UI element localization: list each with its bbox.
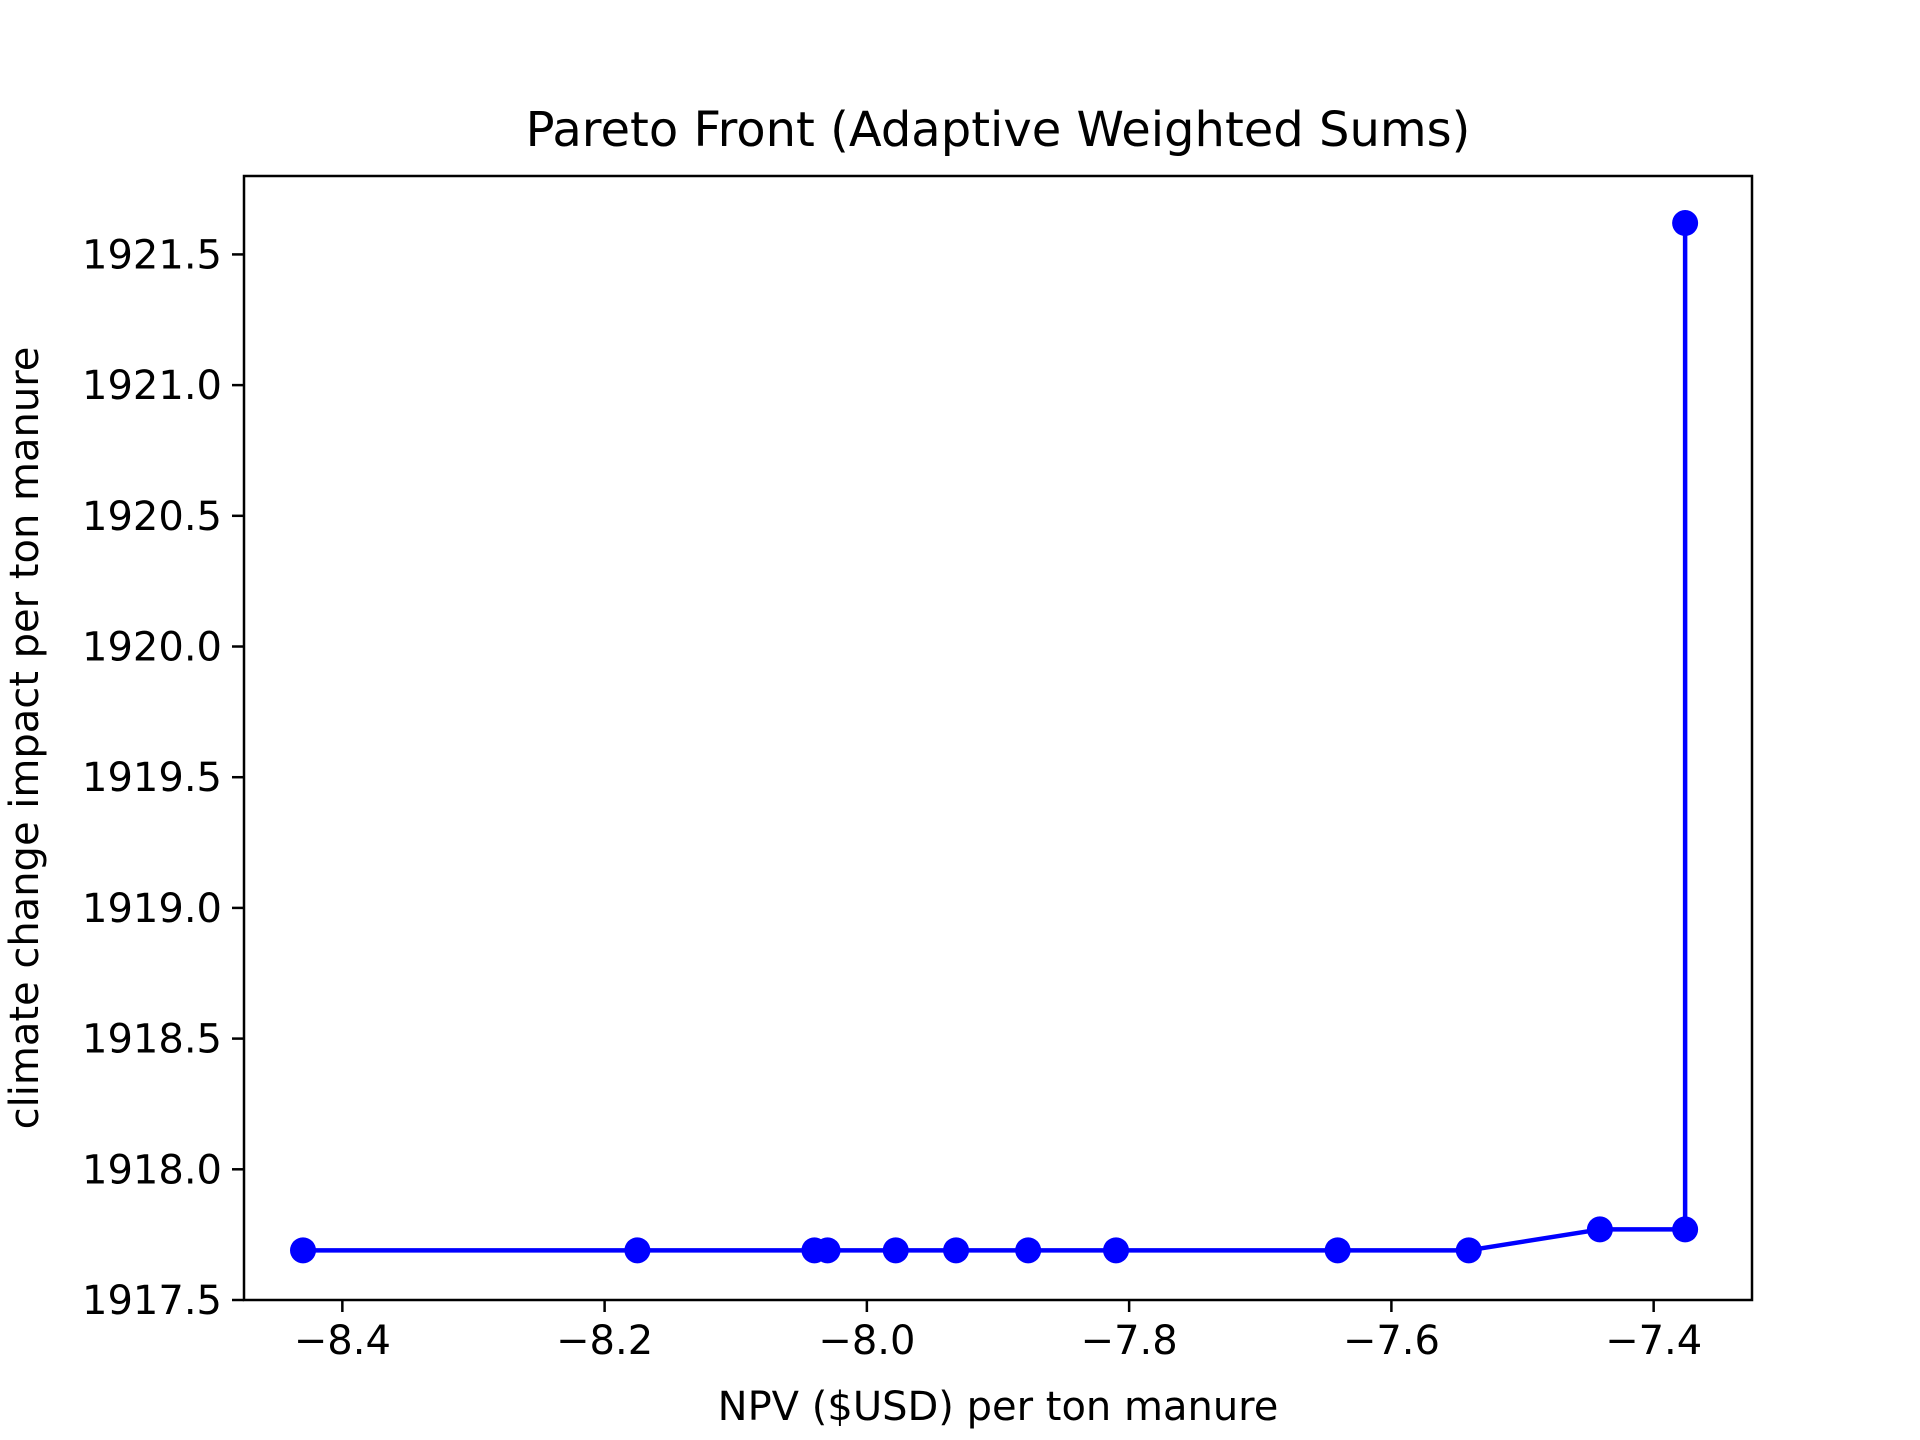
axes-frame	[242, 174, 1754, 1302]
data-point	[1672, 210, 1699, 237]
y-axis-label: climate change impact per ton manure	[2, 347, 48, 1130]
data-point	[1103, 1237, 1130, 1264]
data-point	[1586, 1216, 1613, 1243]
y-tick-label: 1918.0	[82, 1147, 222, 1193]
x-tick-label: −8.0	[818, 1318, 915, 1364]
data-point	[1015, 1237, 1042, 1264]
y-tick-label: 1920.5	[82, 494, 222, 540]
data-point	[1672, 1216, 1699, 1243]
data-point	[882, 1237, 909, 1264]
y-axis: 1917.5 1918.0 1918.5 1919.0 1919.5 1920.0 1920…	[82, 232, 244, 1324]
data-point	[624, 1237, 651, 1264]
x-tick-label: −8.4	[294, 1318, 391, 1364]
x-tick-label: −7.6	[1343, 1318, 1440, 1364]
x-tick-label: −7.8	[1081, 1318, 1178, 1364]
series-line	[303, 223, 1688, 1253]
data-point	[814, 1237, 841, 1264]
y-tick-label: 1919.0	[82, 886, 222, 932]
data-point	[943, 1237, 970, 1264]
y-tick-label: 1921.5	[82, 232, 222, 278]
chart-title: Pareto Front (Adaptive Weighted Sums)	[526, 102, 1471, 158]
x-tick-label: −8.2	[556, 1318, 653, 1364]
y-tick-label: 1918.5	[82, 1017, 222, 1063]
x-axis: −8.4 −8.2 −8.0 −7.8 −7.6 −7.4	[294, 1300, 1702, 1364]
y-tick-label: 1920.0	[82, 625, 222, 671]
data-point	[1455, 1237, 1482, 1264]
y-tick-label: 1917.5	[82, 1278, 222, 1324]
data-point	[290, 1237, 317, 1264]
y-tick-label: 1919.5	[82, 755, 222, 801]
y-tick-label: 1921.0	[82, 363, 222, 409]
data-point	[1324, 1237, 1351, 1264]
x-tick-label: −7.4	[1605, 1318, 1702, 1364]
plot-area	[290, 210, 1699, 1264]
x-axis-label: NPV ($USD) per ton manure	[718, 1384, 1279, 1430]
